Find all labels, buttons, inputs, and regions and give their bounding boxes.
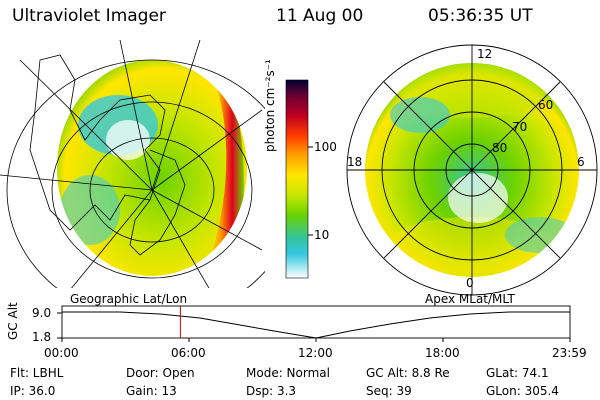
time-label: 05:36:35 UT	[428, 6, 533, 26]
glon-status: GLon: 305.4	[486, 384, 559, 398]
glat-status: GLat: 74.1	[486, 366, 549, 380]
apex-mlt-map	[346, 44, 598, 296]
timeline-xtick-2359: 23:59	[552, 346, 587, 360]
mlat-label-60: 60	[538, 98, 554, 112]
colorbar-scale	[285, 79, 309, 279]
mlat-label-70: 70	[512, 120, 528, 134]
timeline-y-label: GC Alt	[6, 302, 20, 340]
gc-alt-timeline	[57, 305, 571, 342]
date-label: 11 Aug 00	[276, 6, 364, 26]
mode-status: Mode: Normal	[246, 366, 330, 380]
colorbar-unit-label: photon cm⁻²s⁻¹	[263, 59, 277, 152]
timeline-ytick-1.8: 1.8	[32, 330, 52, 344]
mlt-label-18: 18	[347, 155, 363, 169]
dsp-status: Dsp: 3.3	[246, 384, 297, 398]
filter-status: Flt: LBHL	[10, 366, 64, 380]
ip-status: IP: 36.0	[10, 384, 56, 398]
gain-status: Gain: 13	[126, 384, 177, 398]
lat-lon-graticule	[0, 39, 265, 288]
gc-alt-status: GC Alt: 8.8 Re	[366, 366, 450, 380]
mlt-label-6: 6	[577, 155, 585, 169]
timeline-xtick-0600: 06:00	[171, 346, 206, 360]
colorbar-label-100: 100	[314, 140, 337, 154]
timeline-frame	[61, 305, 571, 339]
timeline-xtick-1200: 12:00	[298, 346, 333, 360]
mlt-label-0: 0	[466, 276, 474, 290]
geographic-projection-label: Geographic Lat/Lon	[70, 292, 188, 306]
door-status: Door: Open	[126, 366, 195, 380]
apex-projection-label: Apex MLat/MLT	[425, 292, 515, 306]
timeline-xtick-0000: 00:00	[44, 346, 79, 360]
timeline-ytick-9: 9.0	[32, 306, 52, 320]
seq-status: Seq: 39	[366, 384, 412, 398]
coastline-outline	[29, 54, 166, 231]
timeline-xtick-1800: 18:00	[425, 346, 460, 360]
mlt-meridians	[347, 45, 597, 295]
instrument-title: Ultraviolet Imager	[12, 6, 166, 26]
colorbar-label-10: 10	[314, 228, 330, 242]
mlat-label-80: 80	[492, 141, 508, 155]
geographic-map	[0, 39, 265, 288]
mlt-label-12: 12	[477, 47, 493, 61]
